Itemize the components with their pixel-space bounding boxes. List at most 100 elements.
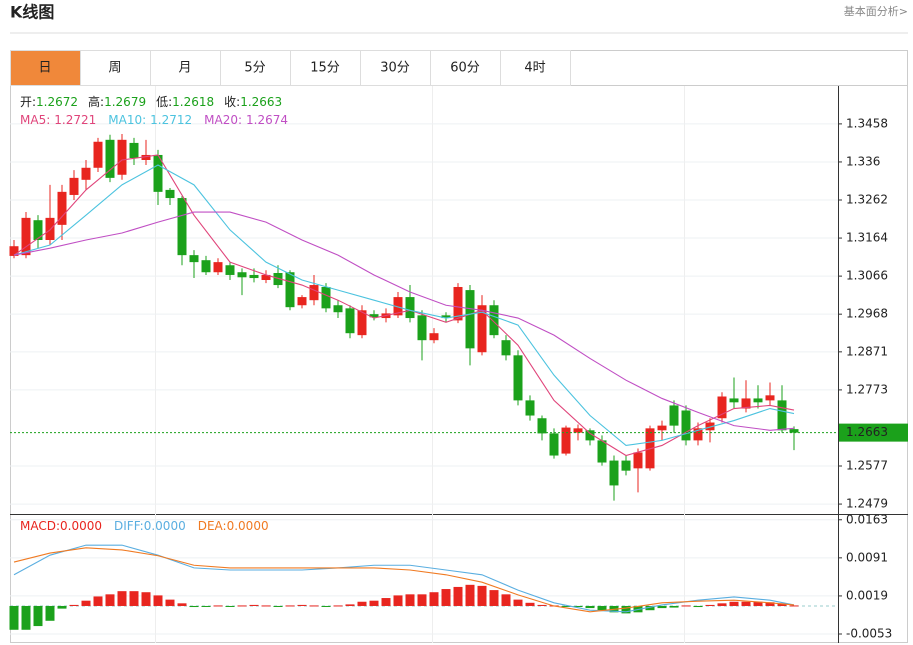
- y-tick-label: 0.0163: [846, 512, 888, 526]
- macd-bar: [717, 603, 727, 606]
- candle-body: [393, 297, 403, 316]
- candle-body: [681, 410, 691, 441]
- last-price-box: [839, 423, 908, 442]
- tab-label[interactable]: 周: [108, 61, 121, 76]
- tab[interactable]: [430, 50, 501, 86]
- tab-label[interactable]: 30分: [380, 61, 410, 76]
- candle-body: [261, 274, 271, 281]
- info-label: 收:: [224, 95, 240, 109]
- candle-body: [741, 398, 751, 409]
- candle-body: [93, 141, 103, 168]
- macd-bar: [705, 604, 715, 606]
- tab-label[interactable]: 日: [38, 61, 51, 76]
- tab[interactable]: [10, 50, 81, 86]
- macd-bar: [561, 605, 571, 607]
- macd-bar: [753, 601, 763, 606]
- macd-bar: [777, 603, 787, 606]
- tab[interactable]: [500, 50, 571, 86]
- candle-body: [201, 260, 211, 273]
- candle-body: [405, 297, 415, 319]
- macd-bar: [33, 605, 43, 627]
- candle-body: [81, 167, 91, 180]
- macd-bar: [273, 605, 283, 607]
- tab-label[interactable]: 60分: [450, 61, 480, 76]
- macd-bar: [489, 590, 499, 606]
- candle-body: [285, 272, 295, 308]
- legend-name: MA20:: [204, 113, 242, 127]
- candle-body: [273, 273, 283, 286]
- macd-bar: [321, 605, 331, 607]
- candle-body: [729, 398, 739, 403]
- macd-bar: [105, 594, 115, 606]
- tab-bar: 日 周 月 5分 15分 30分 60分 4时: [10, 50, 571, 86]
- macd-bar: [765, 602, 775, 606]
- legend-value: 0.0000: [227, 519, 269, 533]
- candle-body: [189, 255, 199, 263]
- macd-bar: [381, 598, 391, 606]
- candle-body: [453, 286, 463, 321]
- tab-label[interactable]: 4时: [524, 61, 545, 76]
- macd-bar: [261, 605, 271, 607]
- last-price-label: 1.2663: [846, 425, 888, 439]
- macd-bar: [81, 600, 91, 606]
- candle-body: [777, 400, 787, 431]
- legend: MA5: 1.2721 MA10: 1.2712 MA20: 1.2674: [20, 113, 288, 127]
- macd-bar: [237, 605, 247, 607]
- tab[interactable]: [360, 50, 431, 86]
- series-line: [13, 544, 795, 613]
- info-label: 低:: [156, 95, 172, 109]
- macd-bar: [513, 599, 523, 606]
- candle-body: [585, 430, 595, 441]
- candle-body: [153, 154, 163, 192]
- candle-body: [225, 265, 235, 275]
- candle-body: [249, 274, 259, 279]
- candle-body: [105, 139, 115, 178]
- candle-body: [129, 142, 139, 159]
- macd-bar: [429, 592, 439, 606]
- y-tick-label: 1.2968: [846, 307, 888, 321]
- macd-bar: [129, 591, 139, 606]
- legend-value: 0.0000: [144, 519, 186, 533]
- tab-label[interactable]: 5分: [244, 61, 265, 76]
- candle-body: [369, 314, 379, 318]
- candle-body: [117, 139, 127, 175]
- legend-name: MA10:: [108, 113, 146, 127]
- macd-bar: [669, 605, 679, 608]
- candle-body: [513, 355, 523, 401]
- tab-label[interactable]: 15分: [310, 61, 340, 76]
- tab-label[interactable]: 月: [178, 61, 191, 76]
- info-value: 1.2618: [172, 95, 214, 109]
- legend-name: MACD:: [20, 519, 60, 533]
- analysis-link[interactable]: 基本面分析>: [844, 4, 908, 18]
- tab[interactable]: [150, 50, 221, 86]
- candle-body: [537, 418, 547, 434]
- y-tick-label: 1.2577: [846, 459, 888, 473]
- candle-body: [753, 398, 763, 403]
- macd-bar: [789, 605, 799, 607]
- candle-body: [669, 405, 679, 426]
- info-value: 1.2663: [240, 95, 282, 109]
- macd-bar: [249, 604, 259, 606]
- macd-bar: [309, 605, 319, 607]
- candle-body: [441, 315, 451, 319]
- macd-bar: [213, 605, 223, 607]
- y-tick-label: 1.2773: [846, 382, 888, 396]
- candle-body: [705, 422, 715, 431]
- tab[interactable]: [290, 50, 361, 86]
- candle-body: [621, 460, 631, 471]
- macd-bar: [201, 605, 211, 607]
- macd-bar: [57, 605, 67, 609]
- info-value: 1.2679: [104, 95, 146, 109]
- macd-bar: [501, 594, 511, 606]
- macd-bar: [189, 605, 199, 608]
- y-tick-label: 1.3458: [846, 116, 888, 130]
- candle-body: [357, 310, 367, 336]
- macd-bar: [177, 603, 187, 606]
- macd-bar: [345, 604, 355, 606]
- candle-body: [489, 305, 499, 336]
- macd-bar: [369, 600, 379, 606]
- legend-value: 1.2674: [246, 113, 288, 127]
- macd-bar: [693, 605, 703, 608]
- ohlc-info: 开:1.2672 高:1.2679 低:1.2618 收:1.2663: [20, 94, 282, 109]
- tab[interactable]: [220, 50, 291, 86]
